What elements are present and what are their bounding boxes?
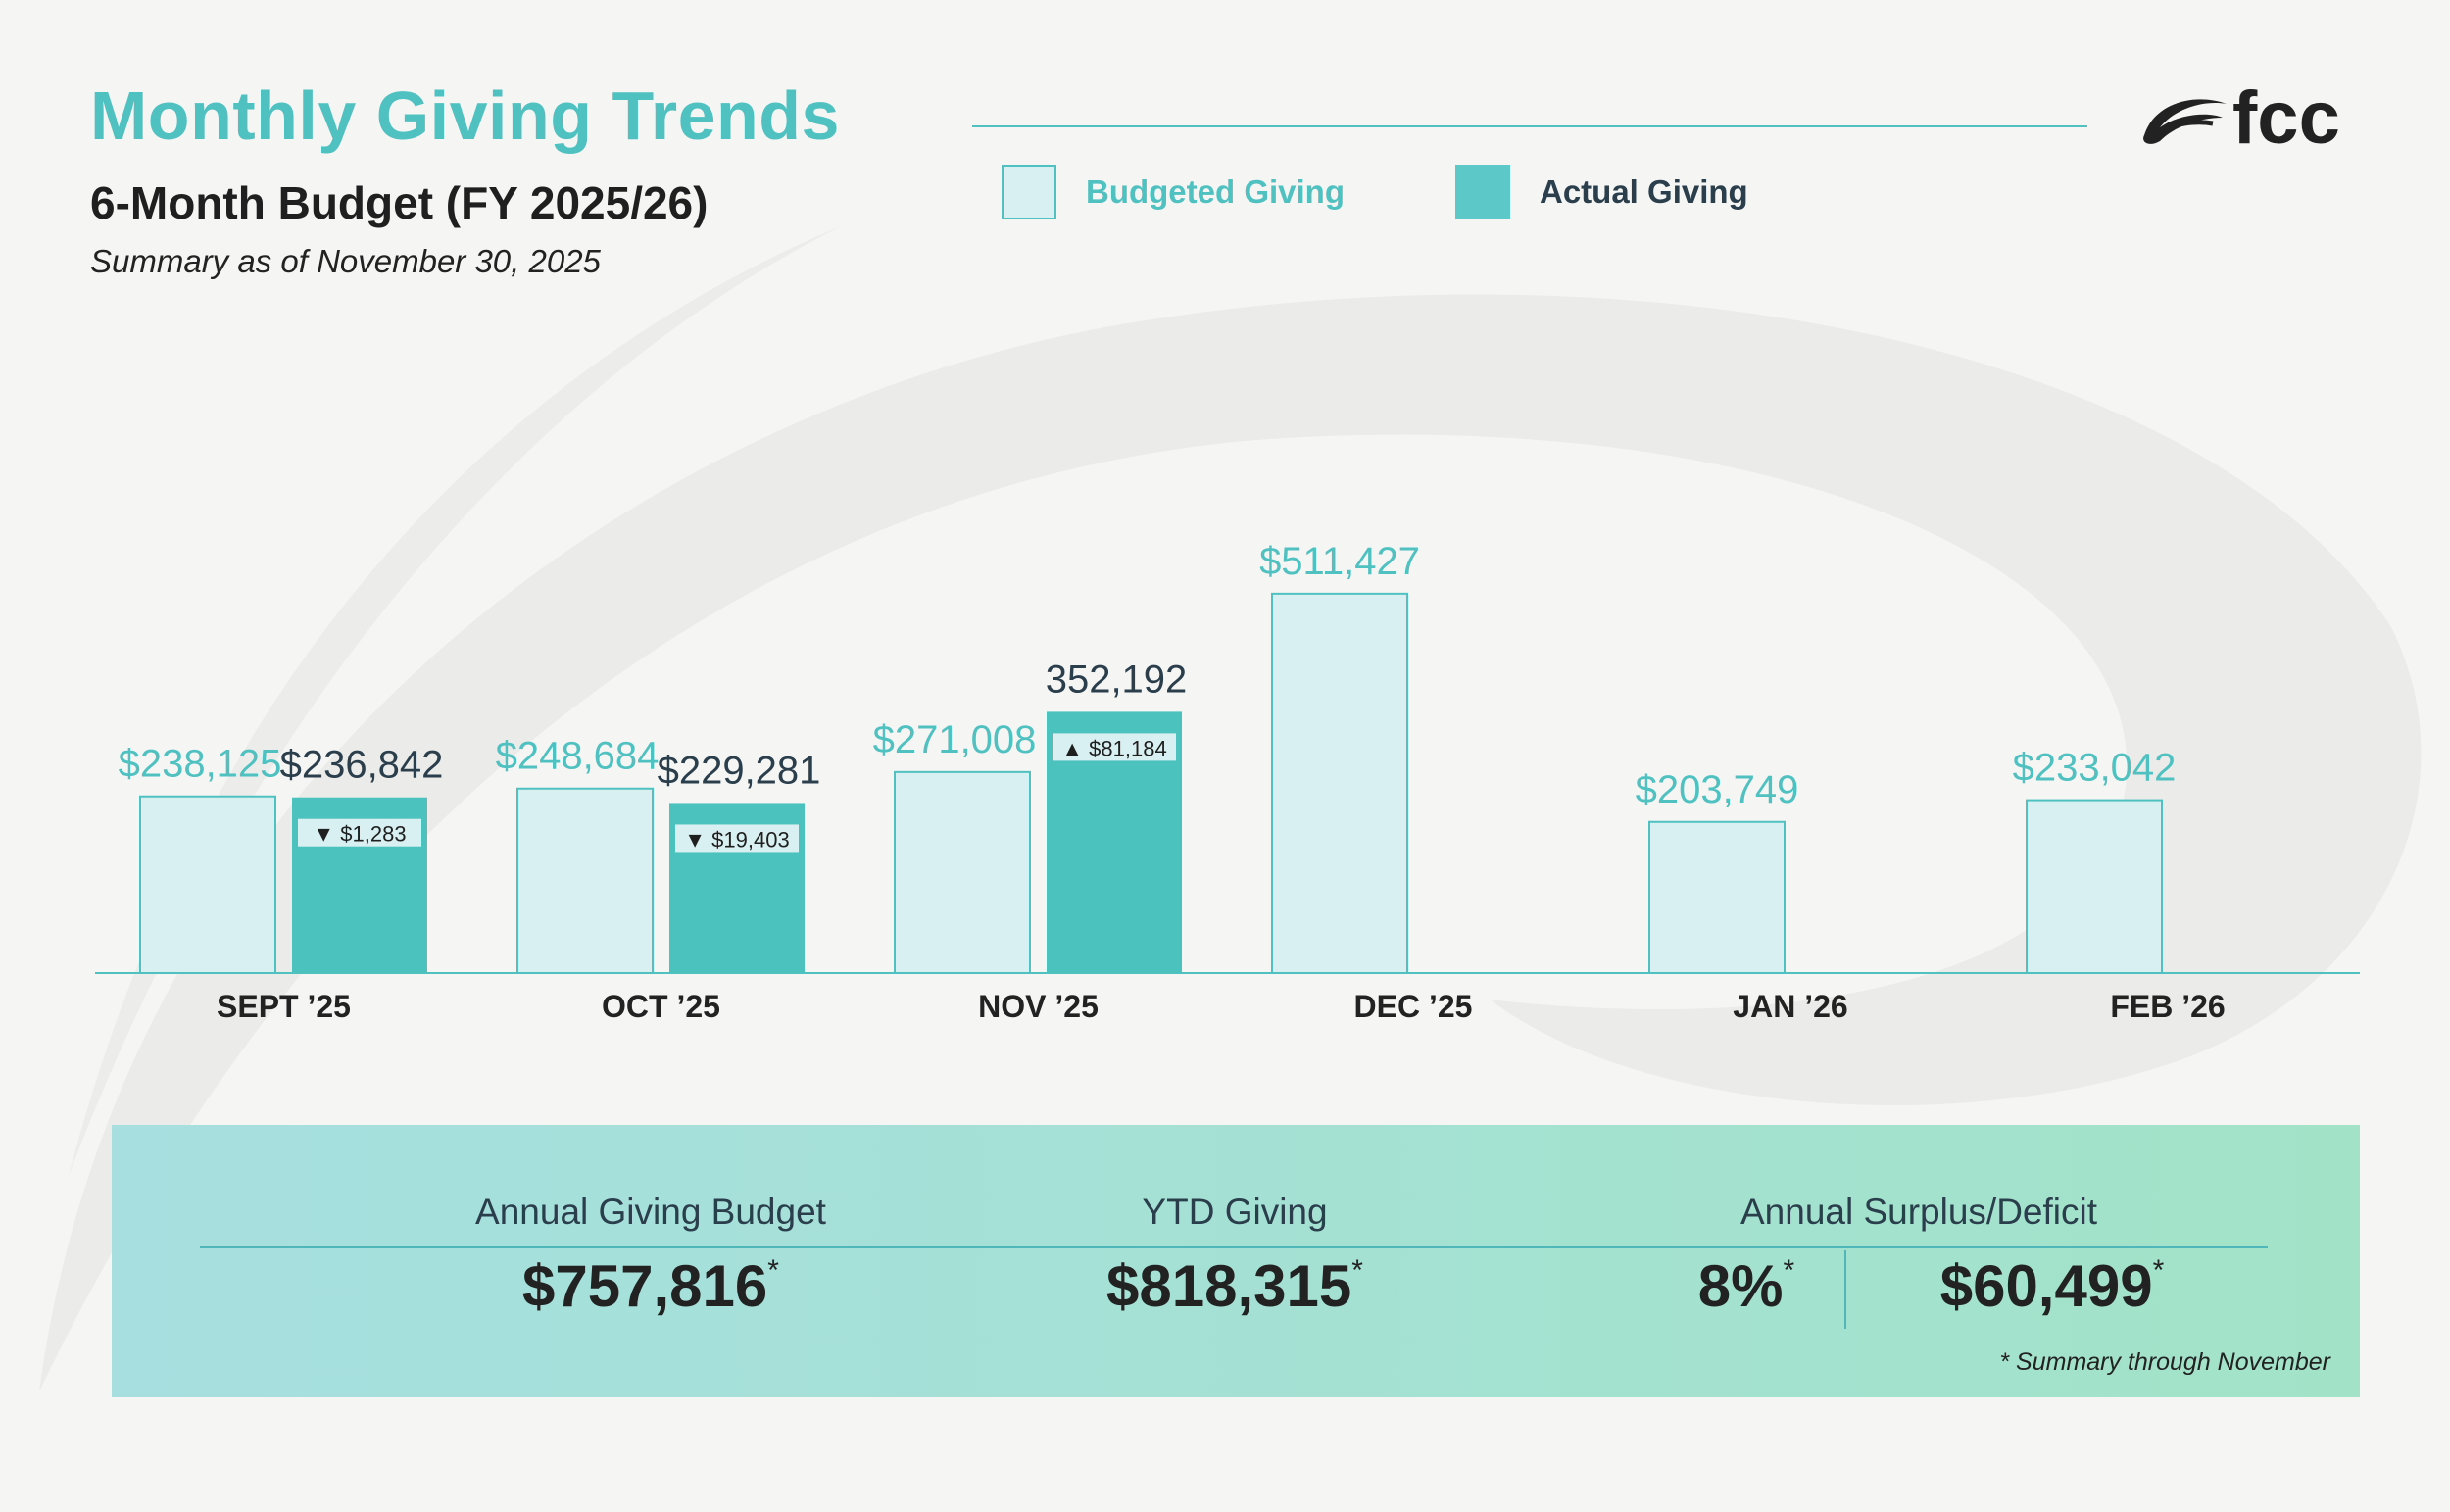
summary-footnote: * Summary through November [1999,1348,2330,1376]
summary-panel: Annual Giving Budget YTD Giving Annual S… [112,1125,2360,1397]
as-of-date: Summary as of November 30, 2025 [90,243,601,279]
bar-budget-5 [2026,799,2163,975]
variance-badge-2 [1053,733,1176,761]
page-subtitle: 6-Month Budget (FY 2025/26) [90,177,709,228]
legend-actual-label: Actual Giving [1540,173,1748,210]
legend-budgeted-swatch [1002,165,1056,219]
page-title: Monthly Giving Trends [90,77,840,154]
legend-actual-swatch [1455,165,1510,219]
surplus-amount-asterisk: * [2152,1254,2165,1287]
bar-budget-3 [1271,592,1408,974]
bar-budget-1 [516,787,654,974]
variance-badge-0 [298,818,421,847]
header-divider [972,125,2087,127]
budget-label-4: $203,749 [1636,768,1799,811]
logo-text: fcc [2232,78,2340,157]
surplus-divider [1844,1250,1846,1329]
budget-label-1: $248,684 [496,735,660,778]
variance-text-1: ▼ $19,403 [684,827,789,852]
budget-asterisk: * [767,1254,779,1287]
budget-amount: $757,816 [522,1253,768,1319]
giving-bar-chart: $238,125$236,842 ▼ $1,283 SEPT ’25 $248,684… [95,540,2360,1024]
actual-label-0: $236,842 [280,744,444,787]
x-tick-label-3: DEC ’25 [1354,989,1473,1024]
budget-label-2: $271,008 [873,718,1037,761]
x-tick-label-2: NOV ’25 [978,989,1099,1024]
x-tick-label-1: OCT ’25 [602,989,720,1024]
legend-actual: Actual Giving [1455,165,1748,219]
bar-budget-0 [139,795,276,974]
actual-label-1: $229,281 [658,749,821,792]
ytd-asterisk: * [1351,1254,1363,1287]
swoosh-logo-icon [2143,99,2227,144]
x-tick-label-5: FEB ’26 [2110,989,2225,1024]
budget-label-0: $238,125 [119,743,282,786]
variance-text-2: ▲ $81,184 [1061,736,1166,760]
ytd-amount: $818,315 [1106,1253,1352,1319]
x-tick-label-0: SEPT ’25 [217,989,351,1024]
bar-budget-2 [894,770,1031,974]
surplus-label: Annual Surplus/Deficit [1740,1192,2098,1232]
ytd-value: $818,315* [990,1252,1480,1320]
budget-label-5: $233,042 [2013,747,2177,790]
surplus-amount-value: $60,499 [1939,1253,2153,1319]
surplus-percent: 8%* [1648,1252,1844,1320]
surplus-percent-asterisk: * [1783,1254,1795,1287]
budget-value: $757,816* [406,1252,896,1320]
variance-badge-1 [675,824,799,853]
summary-divider [200,1246,2268,1248]
legend-budgeted: Budgeted Giving [1002,165,1345,219]
legend-budgeted-label: Budgeted Giving [1086,173,1345,210]
fcc-logo: fcc [2143,78,2340,157]
x-tick-label-4: JAN ’26 [1733,989,1847,1024]
ytd-label: YTD Giving [1142,1192,1328,1232]
bar-budget-4 [1648,820,1786,975]
surplus-amount: $60,499* [1876,1252,2229,1320]
surplus-percent-value: 8% [1697,1253,1784,1319]
budget-label: Annual Giving Budget [475,1192,826,1232]
budget-label-3: $511,427 [1259,540,1420,583]
variance-text-0: ▼ $1,283 [313,822,406,847]
actual-label-2: 352,192 [1046,658,1188,701]
